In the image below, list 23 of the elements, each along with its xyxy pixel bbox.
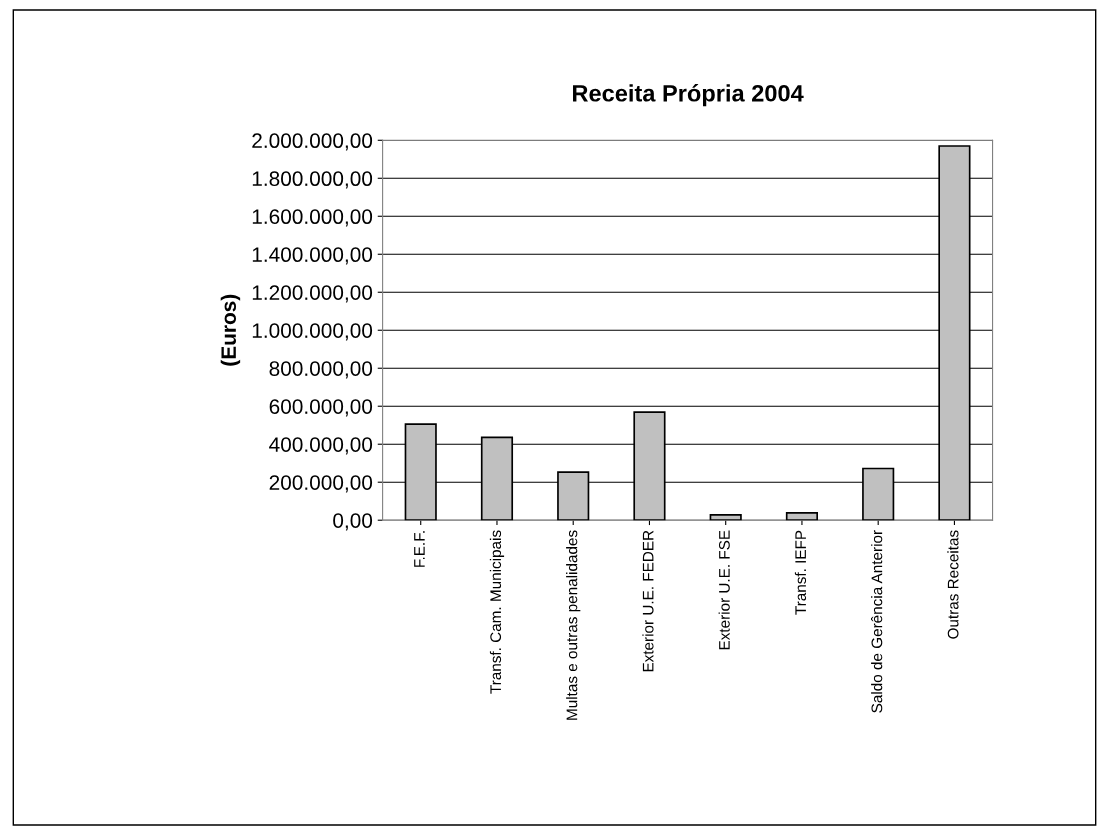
y-tick-label: 1.800.000,00: [252, 171, 373, 189]
chart-title: Receita Própria 2004: [573, 84, 804, 107]
x-tick-label: Exterior U.E. FSE: [718, 530, 730, 650]
x-tick-label: Transf. IEFP: [794, 530, 807, 615]
y-tick-label: 2.000.000,00: [252, 133, 373, 151]
y-tick-label: 600.000,00: [269, 399, 373, 417]
y-axis-title: (Euros): [220, 294, 241, 366]
y-tick-label: 1.200.000,00: [252, 285, 373, 303]
y-tick-label: 1.600.000,00: [252, 209, 373, 227]
y-tick-label: 1.400.000,00: [252, 247, 373, 265]
x-tick-label: Exterior U.E. FEDER: [642, 530, 654, 672]
x-tick-label: Outras Receitas: [947, 530, 959, 639]
y-tick-label: 800.000,00: [269, 361, 373, 379]
x-tick-label: Saldo de Gerência Anterior: [871, 530, 883, 713]
bar: [785, 511, 819, 521]
x-tick-label: Multas e outras penalidades: [566, 530, 581, 720]
y-tick-label: 1.000.000,00: [252, 323, 373, 341]
y-tick-label: 0,00: [333, 513, 373, 531]
bar: [709, 514, 742, 521]
x-tick-label: Transf. Cam. Municipais: [489, 530, 505, 694]
y-tick-label: 400.000,00: [269, 437, 373, 455]
x-tick-label: F.E.F.: [414, 531, 425, 567]
y-tick-label: 200.000,00: [269, 475, 373, 493]
